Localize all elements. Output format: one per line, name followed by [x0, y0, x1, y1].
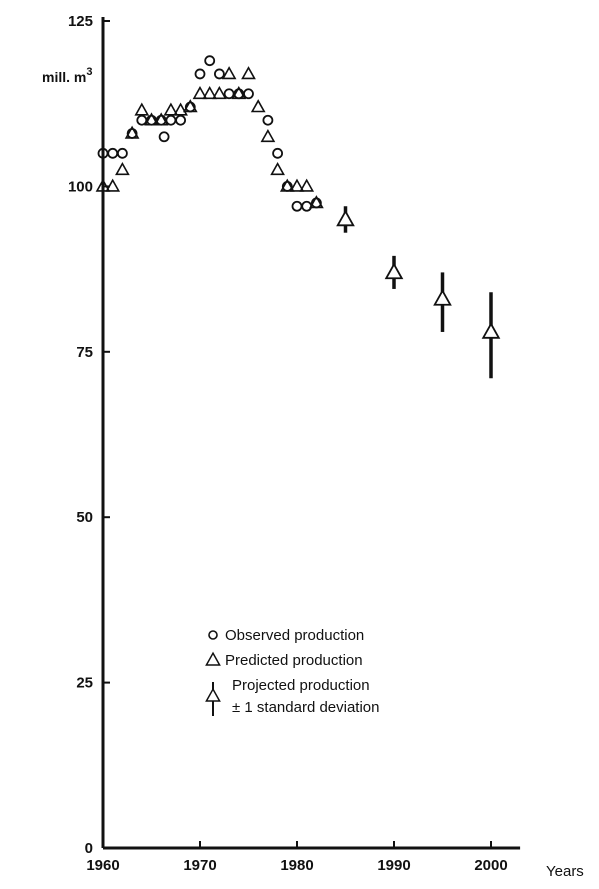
- observed-point: [158, 131, 170, 143]
- predicted-point: [182, 99, 198, 113]
- predicted-point: [289, 178, 305, 192]
- legend-projected-label: Projected production: [232, 677, 370, 694]
- y-tick-label: 75: [76, 344, 93, 361]
- axes: [101, 17, 521, 850]
- observed-point: [243, 88, 254, 100]
- observed-point: [204, 55, 216, 67]
- y-tick-label: 25: [76, 675, 93, 692]
- observed-point: [117, 147, 128, 159]
- observed-point: [213, 68, 225, 80]
- y-tick-label: 50: [76, 509, 93, 526]
- observed-point: [194, 68, 206, 80]
- projected-point: [481, 322, 501, 339]
- legend-predicted-label: Predicted production: [225, 652, 363, 669]
- predicted-point: [279, 178, 295, 192]
- y-tick-label: 125: [68, 13, 93, 30]
- observed-point: [262, 114, 274, 126]
- predicted-point: [173, 102, 188, 116]
- y-tick-label: 0: [85, 840, 93, 857]
- legend-projected-label-2: ± 1 standard deviation: [232, 699, 380, 716]
- predicted-point: [134, 102, 150, 116]
- series-1: [95, 66, 324, 209]
- legend-projected-marker: [205, 687, 221, 702]
- observed-point: [301, 200, 313, 212]
- observed-point: [136, 114, 148, 126]
- predicted-point: [153, 112, 169, 126]
- x-tick-label: 1990: [377, 857, 410, 874]
- projected-point: [336, 209, 355, 227]
- observed-point: [291, 200, 303, 212]
- legend-observed-label: Observed production: [225, 627, 364, 644]
- predicted-point: [115, 162, 130, 176]
- x-axis-label: Years: [546, 863, 584, 880]
- x-tick-label: 1980: [280, 857, 313, 874]
- observed-point: [107, 147, 119, 159]
- data-points: [95, 55, 501, 379]
- predicted-point: [250, 99, 266, 113]
- predicted-point: [231, 85, 247, 100]
- predicted-point: [260, 128, 276, 143]
- x-tick-label: 1960: [86, 857, 119, 874]
- predicted-point: [241, 66, 256, 80]
- x-tick-label: 1970: [183, 857, 216, 874]
- x-tick-label: 2000: [474, 857, 507, 874]
- predicted-point: [105, 178, 121, 192]
- predicted-point: [270, 162, 285, 176]
- predicted-point: [221, 66, 237, 80]
- predicted-point: [192, 85, 208, 100]
- observed-point: [175, 114, 187, 126]
- x-axis-ticks: 1960 1970 1980 1990 2000: [86, 841, 508, 874]
- observed-point: [272, 147, 284, 159]
- predicted-point: [212, 85, 227, 100]
- y-axis-unit-label: mill. m3: [42, 66, 92, 85]
- predicted-point: [95, 178, 111, 192]
- predicted-point: [299, 178, 315, 192]
- legend-predicted-marker: [205, 651, 221, 666]
- series-0: [97, 55, 322, 212]
- predicted-point: [124, 125, 140, 139]
- predicted-point: [309, 195, 324, 209]
- series-2: [336, 206, 501, 379]
- y-tick-label: 100: [68, 178, 93, 195]
- predicted-point: [144, 112, 159, 126]
- y-axis-ticks: 0 25 50 75 100 125: [68, 13, 110, 857]
- legend-observed-marker: [208, 630, 218, 640]
- predicted-point: [202, 85, 218, 100]
- predicted-point: [163, 102, 179, 116]
- legend: Observed production Predicted production P…: [205, 627, 380, 716]
- projected-point: [384, 262, 404, 280]
- observed-point: [223, 88, 235, 100]
- projected-point: [433, 288, 452, 306]
- observed-point: [165, 114, 177, 126]
